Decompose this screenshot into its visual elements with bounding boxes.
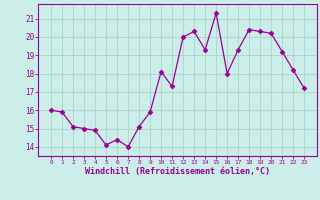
X-axis label: Windchill (Refroidissement éolien,°C): Windchill (Refroidissement éolien,°C): [85, 167, 270, 176]
